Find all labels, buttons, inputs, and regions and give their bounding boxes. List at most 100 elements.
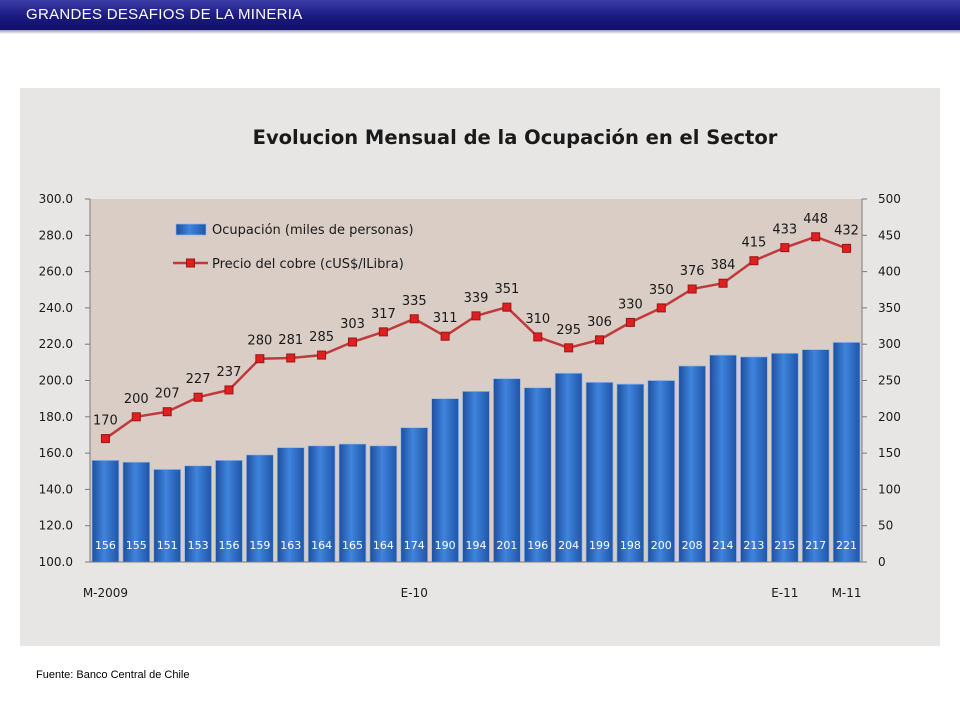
- line-data-label: 384: [711, 258, 736, 273]
- line-marker: [533, 332, 543, 342]
- bar-data-label: 200: [651, 539, 672, 552]
- bar-data-label: 164: [311, 539, 332, 552]
- line-data-label: 330: [618, 297, 643, 312]
- line-marker: [100, 434, 110, 444]
- left-tick-label: 180.0: [39, 410, 73, 424]
- line-marker: [595, 335, 605, 345]
- line-data-label: 415: [742, 236, 767, 251]
- bar: [554, 372, 583, 563]
- bar-data-label: 163: [280, 539, 301, 552]
- source-note: Fuente: Banco Central de Chile: [36, 669, 190, 681]
- line-data-label: 339: [464, 291, 489, 306]
- line-data-label: 432: [834, 223, 859, 238]
- right-tick-label: 300: [878, 337, 901, 351]
- line-data-label: 350: [649, 283, 674, 298]
- line-data-label: 295: [556, 323, 581, 338]
- bar-data-label: 174: [404, 539, 425, 552]
- line-marker: [656, 303, 666, 313]
- bar: [307, 445, 336, 563]
- bar-data-label: 156: [218, 539, 239, 552]
- bar-data-label: 215: [774, 539, 795, 552]
- line-marker: [687, 284, 697, 294]
- bar: [616, 383, 645, 563]
- bar: [585, 381, 614, 563]
- line-marker: [193, 392, 203, 402]
- line-data-label: 227: [186, 372, 211, 387]
- bar: [523, 387, 552, 563]
- line-marker: [347, 337, 357, 347]
- bar: [771, 352, 799, 563]
- legend-bar-swatch: [175, 223, 207, 236]
- line-marker: [131, 412, 141, 422]
- line-marker: [718, 278, 728, 288]
- right-tick-label: 150: [878, 446, 901, 460]
- line-marker: [625, 317, 635, 327]
- left-tick-label: 200.0: [39, 374, 73, 388]
- line-group: 170 200 207 227 237 280 281 285 303 317 335 311 339 3…: [93, 212, 859, 444]
- line-data-label: 280: [247, 334, 272, 349]
- bar: [184, 465, 212, 563]
- line-data-label: 311: [433, 311, 458, 326]
- left-tick-label: 220.0: [39, 337, 73, 351]
- line-data-label: 303: [340, 317, 365, 332]
- right-tick-label: 100: [878, 482, 901, 496]
- bar-data-label: 201: [496, 539, 517, 552]
- bar-data-label: 164: [373, 539, 394, 552]
- line-data-label: 433: [772, 223, 797, 238]
- bar: [740, 356, 768, 563]
- bar-data-label: 196: [527, 539, 548, 552]
- x-tick-label: E-11: [771, 586, 798, 600]
- line-data-label: 281: [278, 333, 303, 348]
- bar-data-label: 159: [249, 539, 270, 552]
- bar: [493, 378, 521, 563]
- right-tick-label: 400: [878, 265, 901, 279]
- line-marker: [564, 343, 574, 353]
- bar-data-label: 194: [466, 539, 487, 552]
- line-marker: [471, 311, 481, 321]
- right-tick-label: 0: [878, 555, 886, 569]
- bar-data-label: 198: [620, 539, 641, 552]
- line-data-label: 448: [803, 212, 828, 227]
- line-marker: [811, 232, 821, 242]
- line-marker: [286, 353, 296, 363]
- line-data-label: 335: [402, 294, 427, 309]
- bar-data-label: 213: [743, 539, 764, 552]
- bar: [91, 460, 120, 563]
- header-shadow: [0, 30, 960, 34]
- legend-line-marker: [186, 258, 195, 268]
- left-tick-label: 160.0: [39, 446, 73, 460]
- legend-label-bars: Ocupación (miles de personas): [212, 223, 414, 238]
- right-tick-label: 350: [878, 301, 901, 315]
- line-marker: [409, 314, 419, 324]
- right-tick-label: 450: [878, 228, 901, 242]
- x-tick-label: M-11: [832, 586, 862, 600]
- bar-data-label: 199: [589, 539, 610, 552]
- header-title: GRANDES DESAFIOS DE LA MINERIA: [26, 6, 303, 23]
- line-data-label: 317: [371, 307, 396, 322]
- line-marker: [378, 327, 388, 337]
- left-tick-label: 240.0: [39, 301, 73, 315]
- bar-data-label: 208: [682, 539, 703, 552]
- bar: [801, 349, 830, 563]
- bar-data-label: 214: [713, 539, 734, 552]
- bar: [709, 354, 737, 563]
- right-tick-label: 50: [878, 519, 893, 533]
- line-marker: [440, 331, 450, 341]
- line-marker: [749, 256, 759, 266]
- left-tick-label: 260.0: [39, 265, 73, 279]
- right-tick-label: 250: [878, 374, 901, 388]
- legend-label-line: Precio del cobre (cUS$/lLibra): [212, 257, 404, 272]
- line-data-label: 170: [93, 414, 118, 429]
- line-data-label: 351: [494, 282, 519, 297]
- bar: [832, 342, 861, 563]
- bar-data-label: 156: [95, 539, 116, 552]
- line-marker: [502, 302, 512, 312]
- line-data-label: 306: [587, 315, 612, 330]
- bar: [678, 365, 706, 563]
- x-tick-label: E-10: [401, 586, 428, 600]
- line-data-label: 237: [217, 365, 242, 380]
- left-tick-label: 140.0: [39, 482, 73, 496]
- bar-data-label: 190: [435, 539, 456, 552]
- line-marker: [255, 354, 265, 364]
- line-data-label: 200: [124, 392, 149, 407]
